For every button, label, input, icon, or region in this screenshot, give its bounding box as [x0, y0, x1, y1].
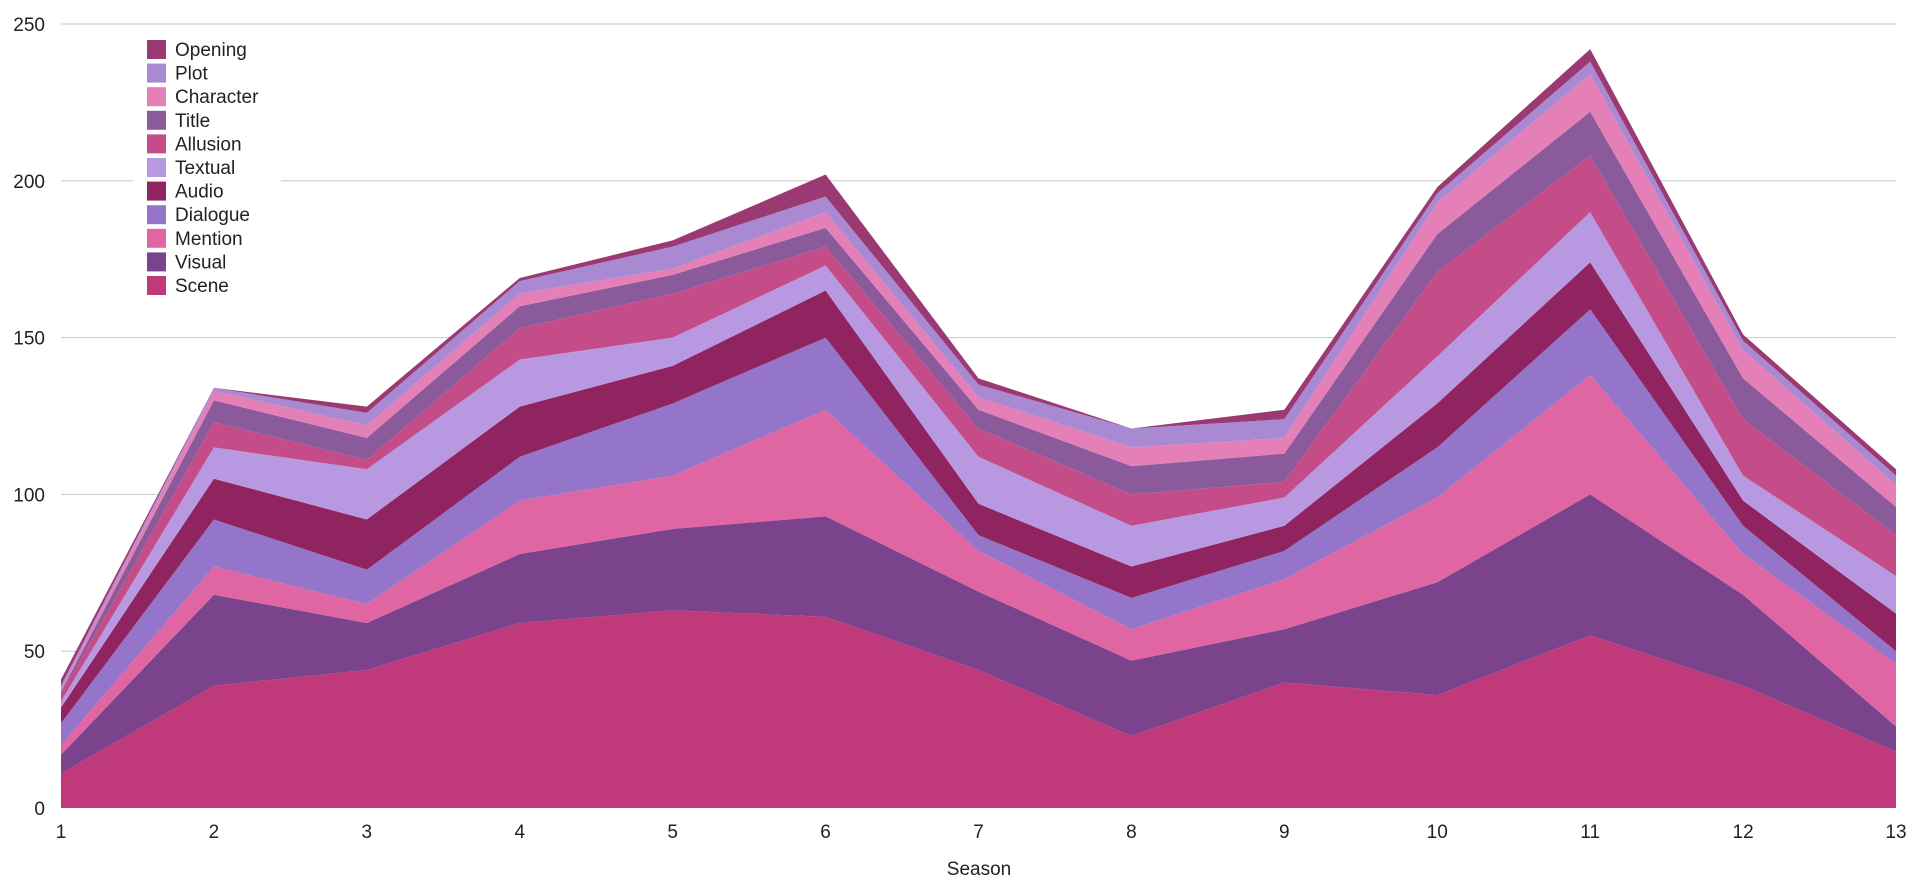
x-tick-label: 6 — [820, 822, 831, 843]
y-tick-label: 150 — [13, 329, 45, 350]
legend-label-title: Title — [175, 111, 210, 132]
area-series-title — [61, 111, 1896, 696]
legend-swatch-opening — [147, 40, 166, 59]
legend-label-allusion: Allusion — [175, 134, 242, 155]
area-series-audio — [61, 262, 1896, 724]
x-tick-label: 3 — [362, 822, 373, 843]
legend-label-audio: Audio — [175, 182, 224, 203]
legend-swatch-textual — [147, 158, 166, 177]
legend-swatch-visual — [147, 252, 166, 272]
x-axis-title: Season — [947, 859, 1011, 880]
legend-swatch-plot — [147, 63, 166, 83]
area-series-textual — [61, 212, 1896, 708]
x-tick-label: 7 — [973, 822, 984, 843]
area-series-allusion — [61, 155, 1896, 702]
area-series-visual — [61, 494, 1896, 774]
legend-label-dialogue: Dialogue — [175, 205, 250, 226]
legend-label-mention: Mention — [175, 229, 243, 250]
x-tick-label: 1 — [56, 822, 67, 843]
legend-label-textual: Textual — [175, 158, 235, 179]
area-series-character — [61, 74, 1896, 692]
legend-label-plot: Plot — [175, 64, 208, 85]
y-tick-label: 0 — [34, 799, 45, 820]
legend-swatch-allusion — [147, 134, 166, 154]
x-tick-label: 11 — [1580, 822, 1600, 843]
y-tick-label: 100 — [13, 485, 45, 506]
x-tick-label: 10 — [1427, 822, 1448, 843]
legend-swatch-audio — [147, 181, 166, 201]
area-series-mention — [61, 375, 1896, 755]
x-tick-label: 8 — [1126, 822, 1137, 843]
y-tick-label: 50 — [24, 642, 45, 663]
legend-label-opening: Opening — [175, 40, 247, 61]
legend-label-scene: Scene — [175, 276, 229, 297]
legend-swatch-scene — [147, 276, 166, 295]
legend-label-visual: Visual — [175, 252, 226, 273]
legend-swatch-character — [147, 87, 166, 107]
legend-swatch-title — [147, 110, 166, 130]
legend-label-character: Character — [175, 87, 259, 108]
x-tick-label: 2 — [209, 822, 220, 843]
area-series-dialogue — [61, 309, 1896, 746]
legend-swatch-dialogue — [147, 205, 166, 225]
x-tick-label: 5 — [667, 822, 678, 843]
area-series-scene — [61, 610, 1896, 808]
legend-swatch-mention — [147, 228, 166, 248]
y-tick-label: 250 — [13, 15, 45, 36]
x-tick-label: 13 — [1885, 822, 1906, 843]
x-tick-label: 12 — [1733, 822, 1754, 843]
x-tick-label: 4 — [514, 822, 525, 843]
area-series-group — [61, 49, 1896, 808]
y-tick-label: 200 — [13, 172, 45, 193]
x-tick-label: 9 — [1279, 822, 1290, 843]
